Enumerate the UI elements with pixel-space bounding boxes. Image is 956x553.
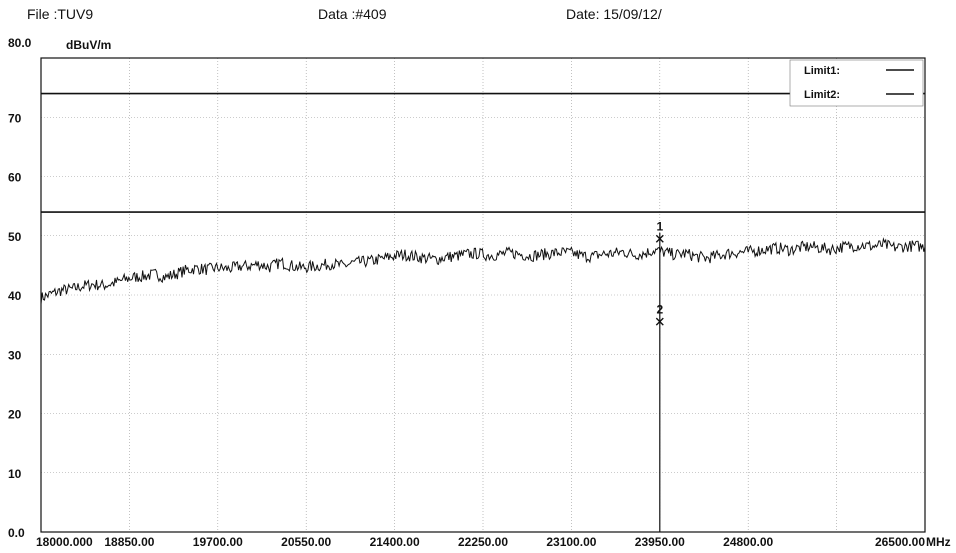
x-tick-label: 21400.00: [370, 535, 420, 549]
y-tick-label: 10: [8, 467, 22, 481]
y-tick-label: 60: [8, 171, 22, 185]
file-label: File :TUV9: [27, 6, 94, 22]
marker-label: 1: [656, 220, 663, 234]
marker-cross: [655, 317, 664, 326]
legend-entry: Limit2:: [804, 89, 840, 101]
y-tick-label: 40: [8, 289, 22, 303]
legend-box: [789, 59, 924, 107]
x-tick-label: 20550.00: [281, 535, 331, 549]
x-tick-label: 18850.00: [104, 535, 154, 549]
marker-label: 2: [656, 303, 663, 317]
x-tick-label: 26500.00: [875, 535, 925, 549]
y-tick-labels: 80.0 70 60 50 40 30 20 10 0.0: [8, 36, 32, 540]
y-tick-label: 50: [8, 230, 22, 244]
y-tick-label: 80.0: [8, 36, 32, 50]
x-tick-label: 19700.00: [193, 535, 243, 549]
x-tick-label: 24800.00: [723, 535, 773, 549]
x-unit-label: MHz: [926, 535, 951, 549]
limit-lines: [41, 92, 925, 213]
marker-cross: [655, 234, 664, 243]
y-tick-label: 70: [8, 111, 22, 125]
data-label: Data :#409: [318, 6, 387, 22]
x-tick-label: 23100.00: [546, 535, 596, 549]
y-tick-label: 20: [8, 408, 22, 422]
y-unit-label: dBuV/m: [66, 38, 112, 52]
x-tick-label: 18000.000: [36, 535, 93, 549]
date-label: Date: 15/09/12/: [566, 6, 662, 22]
x-tick-labels: 18000.000 18850.00 19700.00 20550.00 21400.0…: [36, 535, 925, 549]
measurement-trace: [40, 237, 926, 304]
markers: 12: [655, 220, 664, 532]
x-tick-label: 23950.00: [635, 535, 685, 549]
y-tick-label: 0.0: [8, 526, 25, 540]
x-tick-label: 22250.00: [458, 535, 508, 549]
y-tick-label: 30: [8, 348, 22, 362]
legend: Limit1: Limit2:: [789, 59, 924, 107]
grid-lines: [41, 58, 925, 532]
legend-entry: Limit1:: [804, 65, 840, 77]
plot-frame: [40, 57, 926, 533]
